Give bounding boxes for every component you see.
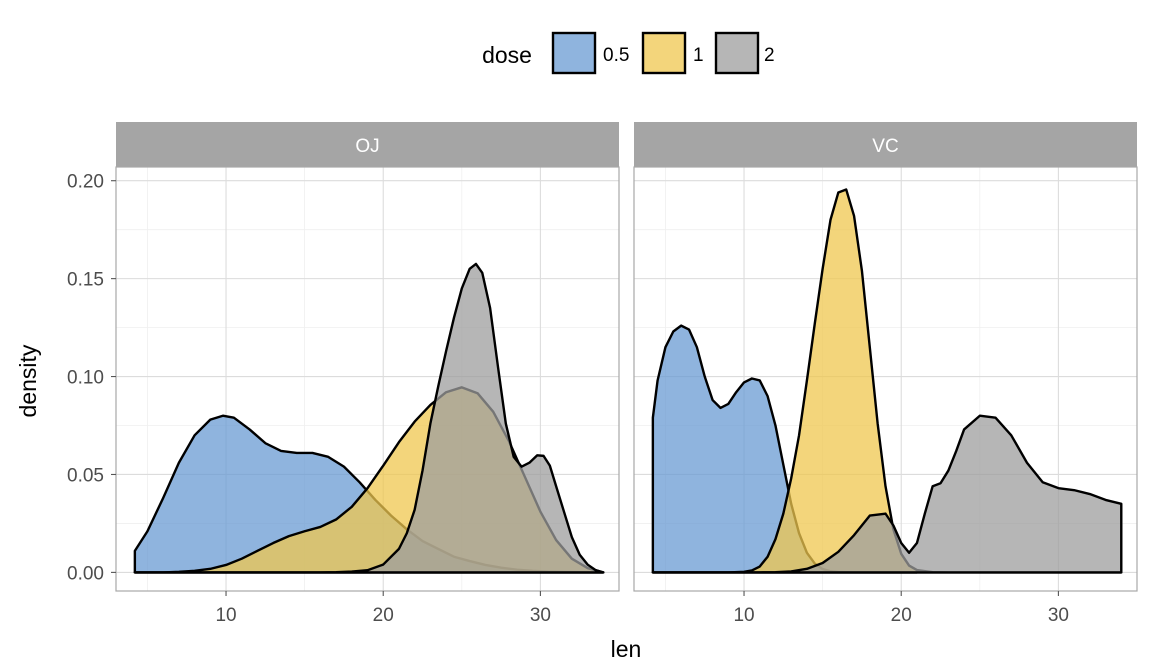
x-tick-label: 20 (373, 605, 394, 626)
y-axis-title: density (15, 344, 41, 417)
panels: OJ 10 20 30 0.00 0.05 0.10 0.15 0.20 VC 10 20 30 (67, 122, 1138, 626)
x-tick-label: 10 (215, 605, 236, 626)
strip-oj (116, 122, 619, 167)
panel-border (633, 166, 1138, 592)
panel-oj: OJ 10 20 30 0.00 0.05 0.10 0.15 0.20 (67, 122, 620, 626)
legend-label-2: 2 (764, 45, 775, 66)
legend-title: dose (482, 42, 532, 68)
x-tick-label: 30 (530, 605, 551, 626)
y-tick-label: 0.10 (67, 368, 104, 389)
legend-label-1: 1 (693, 45, 704, 66)
legend-key-1 (641, 31, 687, 75)
strip-label-oj: OJ (355, 136, 379, 157)
density-vc-dose-2 (651, 414, 1123, 574)
y-tick-label: 0.20 (67, 172, 104, 193)
legend-key-0-5 (551, 31, 597, 75)
density-oj-dose-2 (133, 262, 605, 574)
strip-label-vc: VC (872, 136, 898, 157)
legend-label-0-5: 0.5 (603, 45, 629, 66)
x-tick-label: 10 (733, 605, 754, 626)
x-axis-title: len (611, 636, 642, 662)
y-tick-label: 0.15 (67, 270, 104, 291)
legend-key-2 (714, 31, 760, 75)
y-tick-label: 0.00 (67, 563, 104, 584)
x-tick-label: 20 (891, 605, 912, 626)
strip-vc (634, 122, 1137, 167)
panel-vc: VC 10 20 30 (633, 122, 1138, 626)
y-tick-label: 0.05 (67, 465, 104, 486)
x-tick-label: 30 (1048, 605, 1069, 626)
panel-border (115, 166, 620, 592)
legend: dose 0.5 1 2 (482, 31, 775, 75)
